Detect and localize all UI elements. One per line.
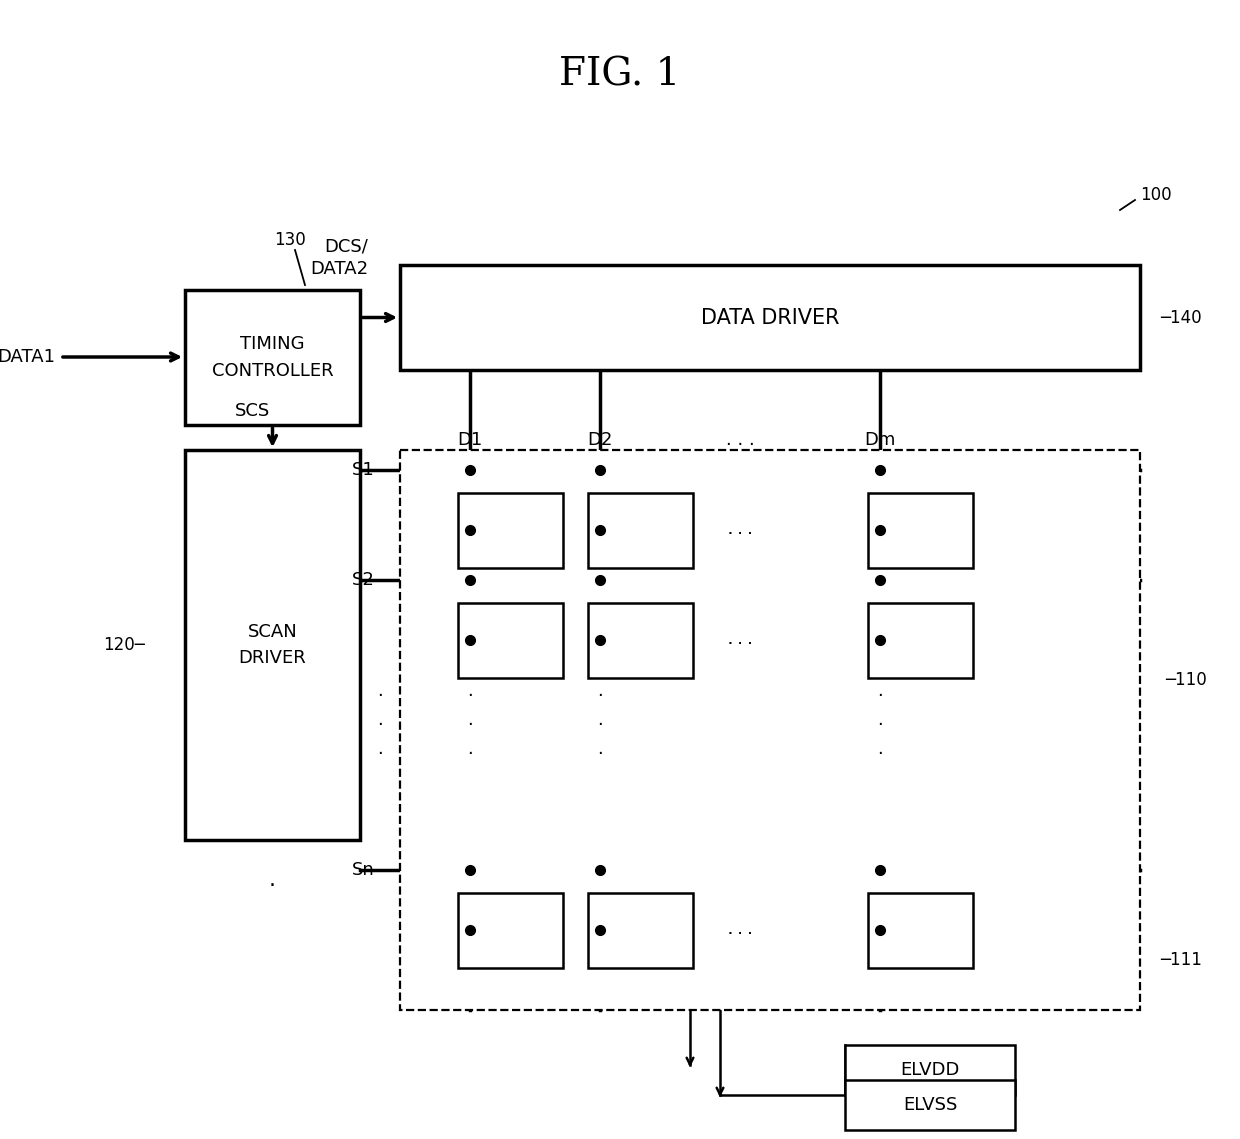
Text: FIG. 1: FIG. 1 (559, 57, 681, 93)
Text: ─111: ─111 (1159, 951, 1202, 969)
Bar (868, 603, 972, 678)
Text: Dm: Dm (864, 431, 895, 449)
Text: . . .: . . . (728, 523, 753, 538)
Text: ·
·
·: · · · (467, 687, 472, 763)
Text: TIMING
CONTROLLER: TIMING CONTROLLER (212, 335, 334, 379)
Bar (185, 290, 360, 425)
Bar (458, 603, 563, 678)
Text: ·
·
·: · · · (377, 687, 383, 763)
Text: SCS: SCS (236, 402, 270, 420)
Text: . . .: . . . (728, 923, 753, 937)
Text: Sn: Sn (352, 861, 374, 879)
Bar (844, 1044, 1016, 1095)
Text: 120─: 120─ (103, 636, 145, 654)
Bar (458, 893, 563, 967)
Text: S2: S2 (352, 571, 374, 589)
Text: . . .: . . . (728, 632, 753, 647)
Text: ─140: ─140 (1159, 309, 1202, 327)
Text: D1: D1 (458, 431, 482, 449)
Text: ELVSS: ELVSS (903, 1096, 957, 1114)
Text: DATA1: DATA1 (0, 349, 55, 366)
Text: . . .: . . . (728, 923, 753, 937)
Bar (868, 893, 972, 967)
Text: 130: 130 (274, 231, 306, 249)
Text: ELVDD: ELVDD (900, 1062, 960, 1079)
Text: . . .: . . . (725, 431, 754, 449)
Text: .: . (269, 870, 277, 890)
Text: 100: 100 (1140, 186, 1172, 204)
Bar (458, 492, 563, 567)
Bar (588, 492, 692, 567)
Bar (868, 492, 972, 567)
Text: S1: S1 (352, 461, 374, 480)
Text: ·
·
·: · · · (598, 687, 603, 763)
Text: D2: D2 (588, 431, 613, 449)
Bar (185, 450, 360, 839)
Text: SCAN
DRIVER: SCAN DRIVER (238, 623, 306, 667)
Text: . . .: . . . (728, 523, 753, 538)
Text: ·
·
·: · · · (877, 687, 883, 763)
Text: DCS/
DATA2: DCS/ DATA2 (310, 238, 368, 278)
Bar (588, 603, 692, 678)
Text: . . .: . . . (728, 632, 753, 647)
Bar (844, 1080, 1016, 1130)
Bar (588, 893, 692, 967)
Text: ─110: ─110 (1166, 671, 1207, 689)
Text: DATA DRIVER: DATA DRIVER (701, 308, 839, 328)
Bar (401, 450, 1140, 1010)
Bar (401, 265, 1140, 370)
